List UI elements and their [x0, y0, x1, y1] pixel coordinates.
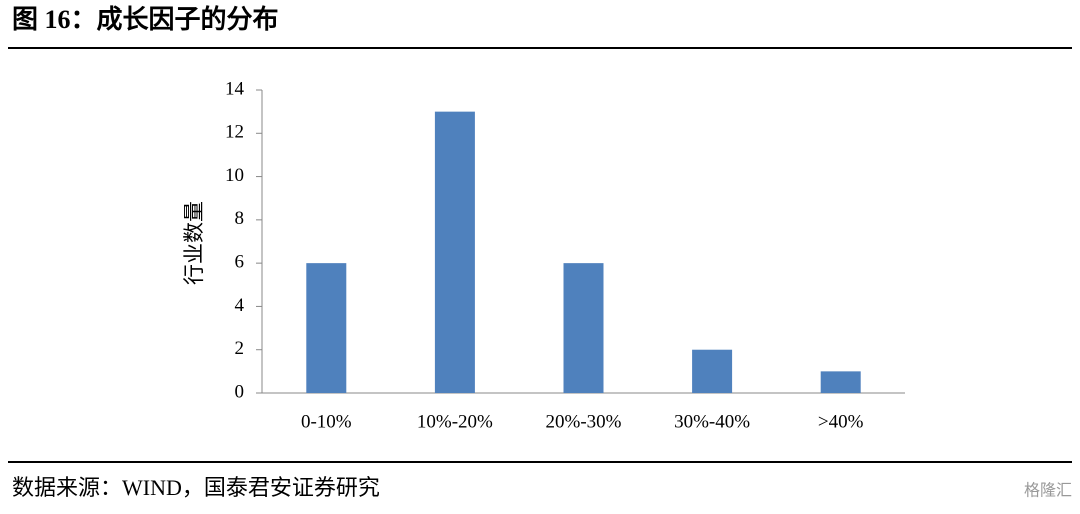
source-note: 数据来源：WIND，国泰君安证券研究: [12, 475, 380, 500]
y-tick-label: 6: [235, 252, 245, 273]
bar: [434, 111, 475, 394]
x-tick-label: 30%-40%: [674, 411, 750, 432]
y-tick-label: 10: [225, 165, 244, 186]
bar: [692, 349, 733, 393]
bar: [820, 371, 861, 393]
x-tick-label: 0-10%: [301, 411, 352, 432]
bar: [306, 263, 347, 393]
y-tick-label: 12: [225, 122, 244, 143]
watermark: 格隆汇: [1024, 482, 1072, 500]
y-tick-label: 8: [235, 208, 245, 229]
y-tick-label: 4: [235, 295, 245, 316]
y-tick-label: 0: [235, 381, 245, 402]
x-tick-label: >40%: [818, 411, 864, 432]
bar: [563, 263, 604, 393]
x-tick-label: 10%-20%: [417, 411, 493, 432]
figure-title: 图 16：成长因子的分布: [12, 4, 279, 34]
y-tick-label: 2: [235, 338, 245, 359]
y-axis-label: 行业数量: [182, 201, 206, 285]
y-tick-label: 14: [225, 78, 245, 99]
x-tick-label: 20%-30%: [546, 411, 622, 432]
